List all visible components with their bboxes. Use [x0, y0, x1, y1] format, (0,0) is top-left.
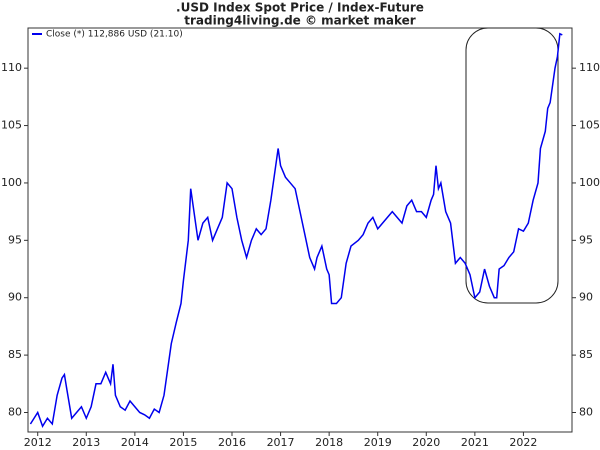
y2-tick-label: 100 — [579, 176, 600, 189]
chart-title: .USD Index Spot Price / Index-Future — [176, 1, 424, 15]
chart-subtitle: trading4living.de © market maker — [184, 14, 416, 28]
y-tick-label: 90 — [8, 291, 22, 304]
x-tick-label: 2017 — [267, 436, 295, 449]
y-tick-label: 80 — [8, 405, 22, 418]
x-tick-label: 2015 — [169, 436, 197, 449]
highlight-box — [465, 27, 559, 304]
plot-frame — [27, 27, 573, 433]
y-tick-label: 95 — [8, 233, 22, 246]
x-tick-label: 2022 — [509, 436, 537, 449]
x-tick-label: 2020 — [412, 436, 440, 449]
x-tick-label: 2019 — [364, 436, 392, 449]
y2-tick-label: 110 — [579, 61, 600, 74]
y-tick-label: 85 — [8, 348, 22, 361]
y-tick-label: 105 — [1, 119, 22, 132]
y2-tick-label: 90 — [579, 291, 593, 304]
y2-tick-label: 95 — [579, 233, 593, 246]
x-tick-label: 2013 — [72, 436, 100, 449]
y2-tick-label: 80 — [579, 405, 593, 418]
y-tick-label: 110 — [1, 61, 22, 74]
legend-label: Close (*) 112,886 USD (21.10) — [46, 30, 183, 40]
y2-tick-label: 85 — [579, 348, 593, 361]
y2-tick-label: 105 — [579, 119, 600, 132]
y-tick-label: 100 — [1, 176, 22, 189]
x-tick-label: 2021 — [461, 436, 489, 449]
x-tick-label: 2014 — [121, 436, 149, 449]
x-tick-label: 2018 — [315, 436, 343, 449]
x-tick-label: 2016 — [218, 436, 246, 449]
data-line — [29, 32, 563, 429]
x-tick-label: 2012 — [24, 436, 52, 449]
